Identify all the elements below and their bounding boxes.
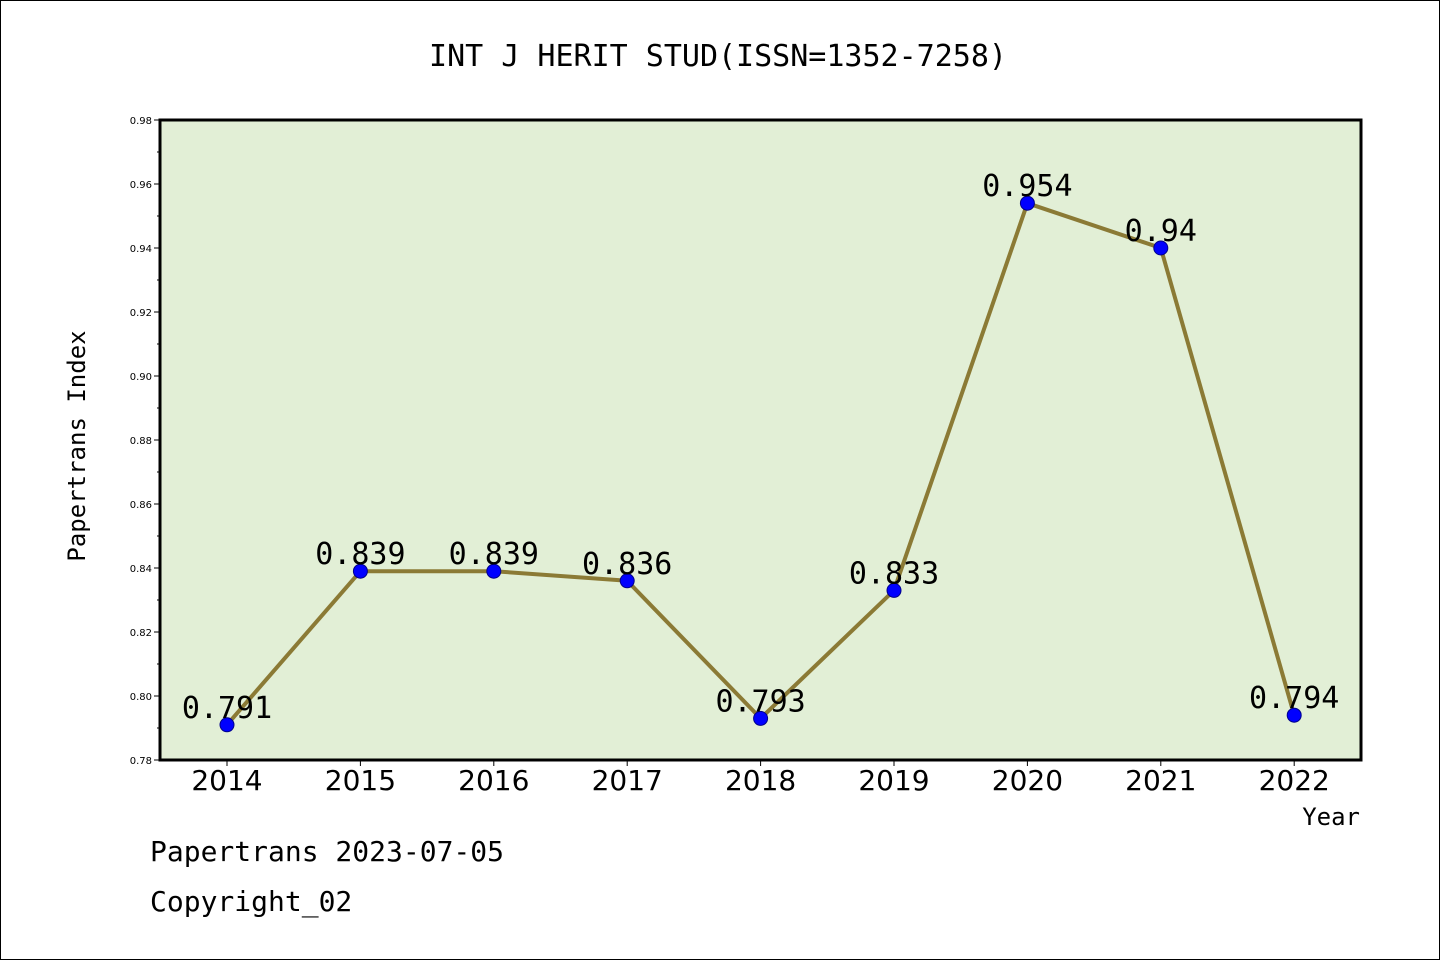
data-label: 0.791 [182,691,272,726]
chart-title: INT J HERIT STUD(ISSN=1352-7258) [429,39,1007,74]
y-tick-label: 0.94 [130,244,152,255]
x-tick-label: 2015 [325,764,396,797]
data-point [753,710,769,726]
data-labels: 0.791 0.839 0.839 0.836 0.793 0.833 0.954 0.94 0… [182,169,1340,726]
x-tick-label: 2020 [992,764,1063,797]
data-point [1019,195,1035,211]
plot-border [158,118,1363,762]
y-tick-label: 0.84 [130,564,152,575]
data-point [1286,707,1302,723]
y-axis-label: Papertrans Index [63,330,91,561]
data-label: 0.836 [582,547,672,582]
y-tick-label: 0.98 [130,116,152,127]
data-markers [219,195,1302,733]
x-tick-label: 2021 [1125,764,1196,797]
data-label: 0.839 [449,537,539,572]
y-tick-label: 0.86 [130,500,152,511]
data-point [886,582,902,598]
data-label: 0.94 [1125,214,1197,249]
x-tick-label: 2019 [858,764,929,797]
x-axis-label: Year [1302,803,1360,831]
x-tick-label: 2018 [725,764,796,797]
data-label: 0.839 [315,537,405,572]
y-axis-ticks: 0.78 0.80 0.82 0.84 0.86 0.88 0.90 0.92 0.94 0.96… [130,116,160,767]
plot-area [160,120,1361,760]
x-tick-label: 2016 [458,764,529,797]
y-tick-label: 0.96 [130,180,152,191]
y-tick-label: 0.82 [130,628,152,639]
y-tick-label: 0.78 [130,756,152,767]
data-point [619,573,635,589]
y-tick-label: 0.88 [130,436,152,447]
data-label: 0.833 [849,556,939,591]
footer-date: Papertrans 2023-07-05 [150,835,505,868]
data-label: 0.794 [1249,681,1339,716]
y-tick-label: 0.80 [130,692,152,703]
data-point [352,563,368,579]
x-axis-ticks: 2014 2015 2016 2017 2018 2019 2020 2021 2022 [191,760,1330,797]
data-point [1153,240,1169,256]
x-tick-label: 2017 [592,764,663,797]
x-tick-label: 2022 [1259,764,1330,797]
data-label: 0.793 [715,684,805,719]
data-label: 0.954 [982,169,1072,204]
y-tick-label: 0.92 [130,308,152,319]
footer-copyright: Copyright_02 [150,885,353,918]
y-tick-label: 0.90 [130,372,152,383]
x-tick-label: 2014 [191,764,262,797]
data-point [486,563,502,579]
data-point [219,717,235,733]
